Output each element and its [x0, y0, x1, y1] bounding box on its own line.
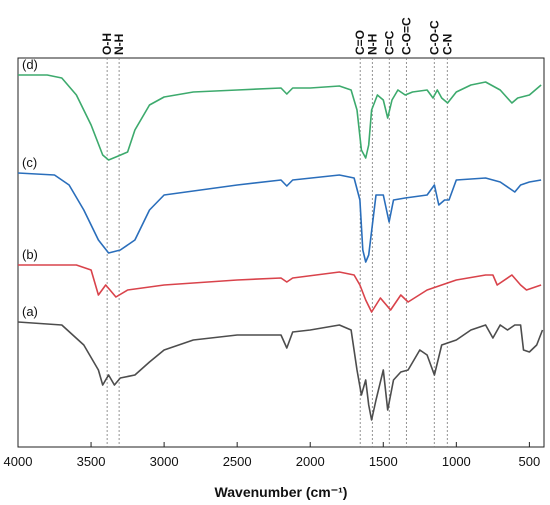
marker-label: C-O=C: [399, 17, 413, 55]
x-tick-label: 2500: [223, 454, 252, 469]
x-tick-label: 500: [519, 454, 541, 469]
x-tick-label: 3000: [150, 454, 179, 469]
spectrum-line: [17, 172, 542, 263]
marker-label: C-O-C: [427, 20, 441, 55]
marker-label: C=O: [353, 30, 367, 55]
marker-label: O-H: [100, 33, 114, 55]
spectrum-line: [18, 74, 542, 161]
x-tick-label: 3500: [77, 454, 106, 469]
spectrum-line: [17, 321, 544, 421]
marker-label: C-N: [440, 34, 454, 55]
x-tick-label: 1000: [442, 454, 471, 469]
series-label: (b): [22, 247, 38, 262]
x-axis-label: Wavenumber (cm⁻¹): [215, 484, 348, 500]
marker-label: N-H: [365, 34, 379, 55]
x-tick-label: 2000: [296, 454, 325, 469]
marker-label: C=C: [382, 30, 396, 55]
series-label: (a): [22, 304, 38, 319]
x-tick-label: 1500: [369, 454, 398, 469]
series-label: (d): [22, 57, 38, 72]
spectrum-line: [18, 264, 542, 313]
x-tick-label: 4000: [4, 454, 33, 469]
plot-frame: [17, 57, 545, 448]
series-label: (c): [22, 155, 37, 170]
marker-label: N-H: [112, 34, 126, 55]
